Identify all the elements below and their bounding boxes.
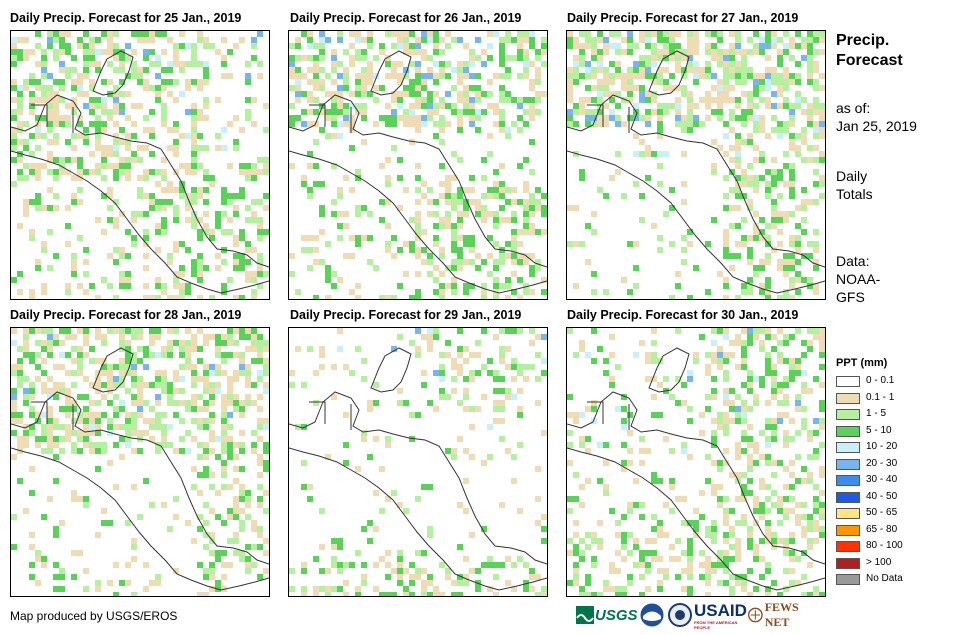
dos-seal	[668, 602, 692, 628]
coastline	[92, 50, 134, 96]
usaid-logo-text: USAID	[694, 601, 747, 620]
map-canvas-1	[11, 31, 269, 299]
map-canvas-3	[567, 31, 825, 299]
legend-label: 1 - 5	[866, 408, 887, 419]
usaid-logo: USAID FROM THE AMERICAN PEOPLE	[694, 601, 747, 631]
forecast-map-4	[10, 327, 270, 597]
eagle-seal-icon	[668, 603, 692, 627]
legend-label: 10 - 20	[866, 441, 898, 452]
forecast-map-3	[566, 30, 826, 300]
coastline	[11, 447, 269, 591]
data-line2: NOAA-	[836, 271, 881, 287]
usgs-logo-text: USGS	[595, 606, 638, 624]
legend-label: 0 - 0.1	[866, 375, 895, 386]
panel-title-5: Daily Precip. Forecast for 29 Jan., 2019	[290, 308, 522, 322]
panel-title-2: Daily Precip. Forecast for 26 Jan., 2019	[290, 11, 522, 25]
noaa-logo	[640, 602, 664, 628]
legend-swatch	[836, 524, 860, 536]
side-title-line2: Forecast	[836, 52, 903, 69]
legend-swatch	[836, 574, 860, 585]
coastline	[31, 401, 74, 430]
legend-swatch	[836, 541, 860, 552]
coastline	[11, 391, 269, 565]
coastline	[289, 391, 547, 565]
usgs-logo: USGS	[576, 602, 638, 628]
usgs-mark-icon	[576, 606, 594, 624]
panel-title-1: Daily Precip. Forecast for 25 Jan., 2019	[10, 11, 242, 25]
coastline	[370, 50, 412, 96]
legend-label: 0.1 - 1	[866, 391, 895, 403]
usaid-tagline: FROM THE AMERICAN PEOPLE	[694, 620, 738, 630]
coastline	[289, 150, 547, 294]
panel-title-3: Daily Precip. Forecast for 27 Jan., 2019	[567, 11, 799, 25]
forecast-map-2	[288, 30, 548, 300]
coastline	[289, 447, 547, 591]
coastline	[11, 94, 269, 268]
legend-label: 30 - 40	[866, 474, 898, 485]
legend-title: PPT (mm)	[836, 357, 888, 369]
coastline	[648, 347, 690, 393]
legend-swatch	[836, 508, 860, 519]
noaa-seal-icon	[640, 603, 664, 627]
panel-title-4: Daily Precip. Forecast for 28 Jan., 2019	[10, 308, 242, 322]
data-line3: GFS	[836, 289, 865, 305]
panel-title-6: Daily Precip. Forecast for 30 Jan., 2019	[567, 308, 799, 322]
coastline	[587, 401, 630, 430]
coastline	[567, 391, 825, 565]
asof-date: Jan 25, 2019	[836, 118, 917, 134]
forecast-map-5	[288, 327, 548, 597]
legend-label: No Data	[866, 573, 903, 584]
legend-label: > 100	[866, 556, 892, 568]
asof-block: as of: Jan 25, 2019	[836, 99, 917, 135]
asof-label: as of:	[836, 100, 871, 116]
fewsnet-logo: FEWS NET	[748, 600, 806, 629]
totals-line2: Totals	[836, 186, 873, 202]
legend-swatch	[836, 409, 860, 420]
legend-swatch	[836, 491, 860, 503]
legend-label: 80 - 100	[866, 540, 903, 551]
legend-label: 20 - 30	[866, 457, 898, 469]
forecast-map-1	[10, 30, 270, 300]
legend-label: 5 - 10	[866, 424, 892, 436]
map-canvas-6	[567, 328, 825, 596]
legend-swatch	[836, 425, 860, 437]
totals-block: Daily Totals	[836, 167, 873, 203]
legend-swatch	[836, 557, 860, 569]
legend-swatch	[836, 442, 860, 453]
map-canvas-2	[289, 31, 547, 299]
fewsnet-logo-text: FEWS NET	[764, 600, 799, 629]
legend-swatch	[836, 475, 860, 486]
coastline	[648, 50, 690, 96]
legend-swatch	[836, 376, 860, 387]
coastline	[567, 447, 825, 591]
credit-text: Map produced by USGS/EROS	[10, 609, 178, 623]
coastline	[11, 150, 269, 294]
totals-line1: Daily	[836, 168, 868, 184]
fewsnet-globe-icon	[748, 607, 763, 623]
data-line1: Data:	[836, 253, 870, 269]
coastline	[309, 401, 352, 430]
legend-label: 65 - 80	[866, 523, 898, 535]
coastline	[587, 104, 630, 133]
side-title-line1: Precip.	[836, 32, 890, 49]
coastline	[92, 347, 134, 393]
coastline	[567, 150, 825, 294]
forecast-map-6	[566, 327, 826, 597]
coastline	[289, 94, 547, 268]
map-canvas-4	[11, 328, 269, 596]
legend-swatch	[836, 392, 860, 404]
data-source-block: Data: NOAA- GFS	[836, 252, 880, 306]
legend-label: 40 - 50	[866, 490, 898, 502]
map-canvas-5	[289, 328, 547, 596]
legend-label: 50 - 65	[866, 507, 898, 518]
coastline	[31, 104, 74, 133]
coastline	[370, 347, 412, 393]
coastline	[567, 94, 825, 268]
side-title: Precip. Forecast	[836, 31, 903, 71]
coastline	[309, 104, 352, 133]
legend-swatch	[836, 458, 860, 470]
